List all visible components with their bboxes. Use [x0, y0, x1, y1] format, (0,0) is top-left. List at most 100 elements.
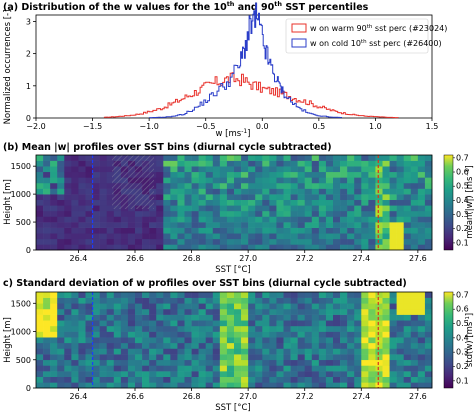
heatmap-cell: [99, 376, 108, 383]
heatmap-cell: [43, 238, 51, 245]
x-tick-label: 26.4: [70, 254, 88, 263]
heatmap-cell: [325, 325, 334, 332]
heatmap-cell: [120, 303, 129, 310]
heatmap-cell: [219, 365, 228, 372]
heatmap-cell: [340, 160, 348, 167]
heatmap-cell: [219, 325, 228, 332]
heatmap-cell: [226, 210, 235, 217]
heatmap-cell: [311, 297, 320, 304]
heatmap-cell: [382, 365, 390, 372]
heatmap-cell: [85, 182, 93, 189]
heatmap-cell: [248, 331, 256, 338]
heatmap-cell: [198, 171, 207, 178]
heatmap-cell: [375, 348, 383, 355]
heatmap-cell: [318, 331, 327, 338]
heatmap-cell: [50, 216, 58, 223]
heatmap-cell: [92, 171, 100, 178]
heatmap-cell: [212, 205, 221, 212]
heatmap-cell: [318, 182, 327, 189]
heatmap-cell: [156, 227, 164, 234]
heatmap-cell: [184, 188, 192, 195]
heatmap-cell: [71, 199, 79, 206]
heatmap-cell: [36, 216, 44, 223]
heatmap-cell: [269, 210, 277, 217]
heatmap-cell: [347, 331, 355, 338]
heatmap-cell: [170, 342, 178, 349]
heatmap-cell: [368, 177, 376, 184]
heatmap-cell: [283, 348, 291, 355]
heatmap-cell: [78, 376, 86, 383]
heatmap-cell: [262, 292, 270, 298]
heatmap-cell: [99, 308, 108, 315]
heatmap-cell: [269, 354, 277, 361]
heatmap-cell: [269, 188, 277, 195]
heatmap-cell: [389, 171, 397, 178]
heatmap-cell: [177, 233, 185, 240]
heatmap-cell: [43, 292, 51, 298]
heatmap-cell: [50, 155, 58, 161]
heatmap-cell: [318, 160, 327, 167]
heatmap-cell: [318, 155, 327, 161]
colorbar-tick-label: 0.3: [456, 210, 469, 219]
heatmap-cell: [417, 205, 426, 212]
heatmap-cell: [191, 233, 199, 240]
heatmap-cell: [269, 348, 277, 355]
heatmap-cell: [361, 182, 369, 189]
heatmap-cell: [64, 382, 72, 389]
heatmap-cell: [163, 354, 171, 361]
heatmap-cell: [57, 238, 65, 245]
heatmap-cell: [43, 365, 51, 372]
heatmap-cell: [347, 320, 355, 327]
heatmap-cell: [177, 376, 185, 383]
heatmap-cell: [389, 227, 397, 234]
heatmap-cell: [241, 182, 249, 189]
heatmap-cell: [347, 308, 355, 315]
heatmap-cell: [177, 166, 185, 173]
heatmap-cell: [283, 359, 291, 366]
heatmap-cell: [127, 354, 136, 361]
heatmap-cell: [191, 342, 199, 349]
heatmap-cell: [368, 325, 376, 332]
heatmap-cell: [163, 314, 171, 321]
y-tick-label: 500: [16, 218, 31, 227]
heatmap-cell: [106, 303, 115, 310]
heatmap-cell: [347, 177, 355, 184]
heatmap-cell: [43, 199, 51, 206]
heatmap-cell: [382, 382, 390, 389]
heatmap-cell: [375, 354, 383, 361]
heatmap-cell: [389, 325, 397, 332]
heatmap-cell: [205, 205, 214, 212]
heatmap-cell: [375, 155, 383, 161]
heatmap-cell: [191, 325, 199, 332]
heatmap-cell: [325, 182, 334, 189]
heatmap-cell: [368, 182, 376, 189]
heatmap-cell: [85, 244, 93, 251]
heatmap-cell: [333, 359, 341, 366]
heatmap-cell: [205, 359, 214, 366]
heatmap-cell: [276, 227, 284, 234]
heatmap-cell: [311, 342, 320, 349]
heatmap-cell: [205, 308, 214, 315]
heatmap-cell: [269, 166, 277, 173]
heatmap-cell: [382, 199, 390, 206]
colorbar-tick-label: 0.7: [456, 290, 469, 299]
heatmap-cell: [36, 199, 44, 206]
heatmap-cell: [417, 199, 426, 206]
heatmap-cell: [262, 182, 270, 189]
heatmap-cell: [127, 297, 136, 304]
heatmap-cell: [361, 238, 369, 245]
heatmap-cell: [99, 337, 108, 344]
heatmap-cell: [57, 205, 65, 212]
heatmap-cell: [234, 244, 242, 251]
heatmap-cell: [198, 371, 207, 378]
heatmap-cell: [142, 325, 150, 332]
heatmap-cell: [163, 199, 171, 206]
heatmap-cell: [71, 244, 79, 251]
heatmap-cell: [276, 188, 284, 195]
heatmap-cell: [184, 194, 192, 201]
legend-label-warm: w on warm 90th sst perc (#23024): [310, 24, 447, 33]
heatmap-cell: [389, 155, 397, 161]
heatmap-cell: [64, 359, 72, 366]
heatmap-cell: [226, 359, 235, 366]
heatmap-cell: [354, 182, 362, 189]
